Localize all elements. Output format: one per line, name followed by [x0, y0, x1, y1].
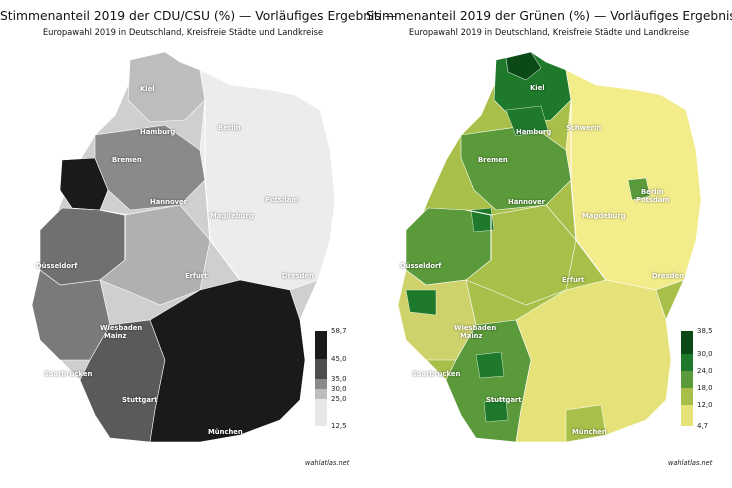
gruene-map-panel: Stimmenanteil 2019 der Grünen (%) — Vorl… [366, 0, 732, 488]
city-label-hamburg: Hamburg [140, 128, 176, 136]
city-label-wiesbaden: Wiesbaden [100, 324, 143, 332]
city-label-dresden: Dresden [282, 272, 314, 280]
city-label-mainz: Mainz [460, 332, 483, 340]
city-label-wiesbaden: Wiesbaden [454, 324, 497, 332]
cdu-legend-tick-5: 25,0 [331, 395, 347, 403]
cdu-legend-tick-4: 30,0 [331, 385, 347, 393]
city-label-stuttgart: Stuttgart [486, 396, 522, 404]
gruene-legend-tick-1: 38,5 [697, 327, 713, 335]
city-label-berlin: Berlin [641, 188, 664, 196]
gruene-legend-tick-5: 12,0 [697, 401, 713, 409]
city-label-muenchen: München [208, 428, 243, 436]
region-sh-north [505, 51, 542, 81]
gruene-legend-tick-6: 4,7 [697, 422, 709, 430]
city-label-muenchen: München [572, 428, 607, 436]
city-label-bremen: Bremen [478, 156, 508, 164]
cdu-legend-seg-4 [315, 389, 327, 399]
gruene-legend-seg-4 [681, 388, 693, 405]
city-label-erfurt: Erfurt [562, 276, 585, 284]
cdu-legend-tick-2: 45,0 [331, 355, 347, 363]
city-label-erfurt: Erfurt [185, 272, 208, 280]
city-label-hannover: Hannover [150, 198, 188, 206]
cdu-map-subtitle: Europawahl 2019 in Deutschland, Kreisfre… [42, 27, 324, 37]
gruene-germany-map [397, 51, 702, 443]
region-east [199, 69, 336, 291]
city-label-kiel: Kiel [530, 84, 545, 92]
city-label-dresden: Dresden [652, 272, 684, 280]
cdu-legend-tick-6: 12,5 [331, 422, 347, 430]
gruene-legend: 38,5 30,0 24,0 18,0 12,0 4,7 [681, 327, 713, 431]
gruene-map-title: Stimmenanteil 2019 der Grünen (%) — Vorl… [366, 9, 732, 23]
gruene-legend-tick-3: 24,0 [697, 367, 713, 375]
cdu-legend-tick-1: 58,7 [331, 327, 347, 335]
city-label-kiel: Kiel [140, 85, 155, 93]
city-label-magdeburg: Magdeburg [582, 212, 626, 220]
cdu-map-title: Stimmenanteil 2019 der CDU/CSU (%) — Vor… [0, 9, 398, 23]
gruene-credit: wahlatlas.net [668, 459, 713, 467]
cdu-legend-seg-3 [315, 379, 327, 389]
gruene-legend-seg-1 [681, 331, 693, 354]
gruene-legend-tick-4: 18,0 [697, 384, 713, 392]
cdu-germany-map [31, 51, 336, 443]
city-label-saarbruecken: Saarbrücken [44, 370, 93, 378]
cdu-credit: wahlatlas.net [305, 459, 350, 467]
cdu-legend-seg-5 [315, 399, 327, 426]
gruene-legend-seg-2 [681, 354, 693, 371]
region-bavaria [149, 279, 306, 443]
city-label-magdeburg: Magdeburg [210, 212, 254, 220]
city-label-duesseldorf: Düsseldorf [36, 262, 78, 270]
city-label-potsdam: Potsdam [636, 196, 670, 204]
city-label-saarbruecken: Saarbrücken [412, 370, 461, 378]
cdu-legend-tick-3: 35,0 [331, 375, 347, 383]
city-label-schwerin: Schwerin [566, 124, 602, 132]
cdu-legend-seg-1 [315, 331, 327, 359]
gruene-legend-seg-3 [681, 371, 693, 388]
gruene-map-subtitle: Europawahl 2019 in Deutschland, Kreisfre… [408, 27, 690, 37]
cdu-legend-seg-2 [315, 359, 327, 379]
city-label-hamburg: Hamburg [516, 128, 552, 136]
city-label-stuttgart: Stuttgart [122, 396, 158, 404]
city-label-hannover: Hannover [508, 198, 546, 206]
gruene-legend-seg-5 [681, 405, 693, 426]
city-label-berlin: Berlin [218, 124, 241, 132]
city-label-duesseldorf: Düsseldorf [400, 262, 442, 270]
city-label-mainz: Mainz [104, 332, 127, 340]
gruene-legend-tick-2: 30,0 [697, 350, 713, 358]
region-bavaria [515, 279, 672, 443]
city-label-bremen: Bremen [112, 156, 142, 164]
region-muenchen [565, 404, 607, 443]
city-label-potsdam: Potsdam [265, 196, 299, 204]
region-hessen [99, 204, 211, 306]
cdu-map-panel: Stimmenanteil 2019 der CDU/CSU (%) — Vor… [0, 9, 398, 467]
region-berlin [627, 177, 651, 201]
cdu-legend: 58,7 45,0 35,0 30,0 25,0 12,5 [315, 327, 347, 431]
